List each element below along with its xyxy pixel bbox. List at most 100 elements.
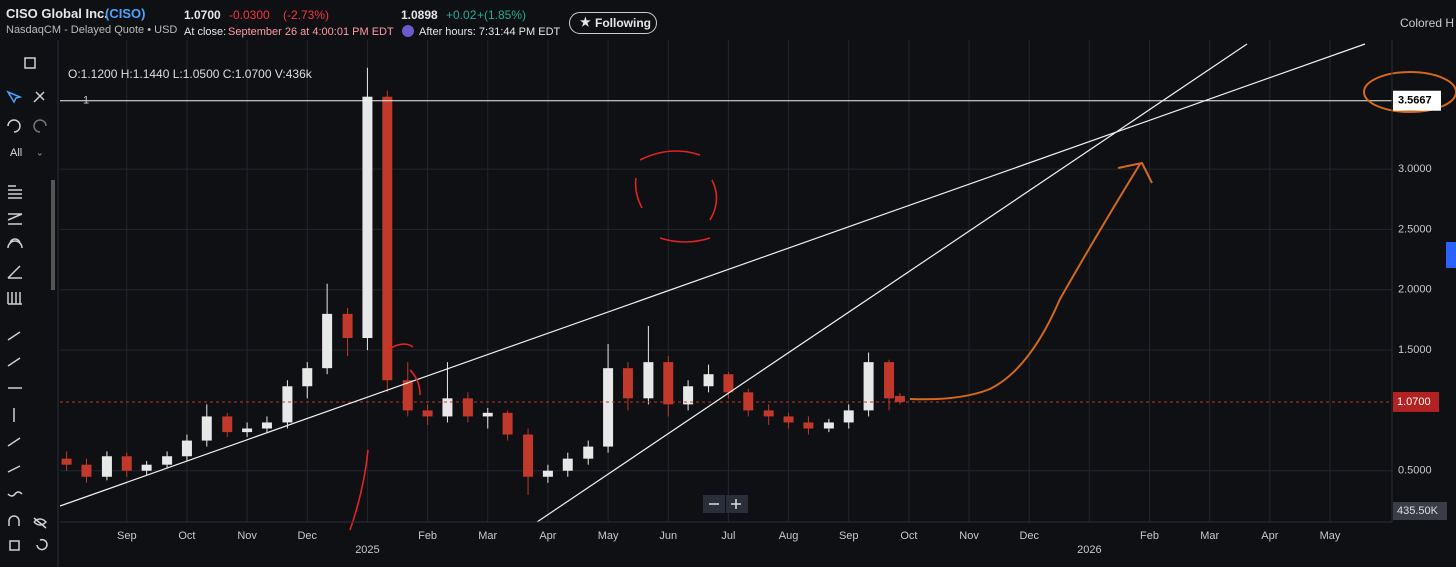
tool-icon[interactable]	[7, 357, 21, 367]
candle-body	[201, 416, 212, 441]
side-tab[interactable]	[1446, 242, 1456, 268]
tool-icon[interactable]	[24, 57, 36, 69]
candle-body	[61, 458, 72, 465]
candle-body	[322, 313, 333, 369]
tool-icon[interactable]	[36, 538, 48, 551]
candle-body	[402, 380, 413, 411]
x-tick-label: 2026	[1077, 544, 1101, 556]
drawings	[59, 43, 1456, 531]
x-tick-label: Jul	[721, 530, 735, 542]
x-tick-label: Dec	[297, 530, 317, 542]
tool-icon[interactable]	[33, 517, 48, 529]
candle-body	[783, 416, 794, 423]
candle-body	[843, 410, 854, 423]
tool-icon[interactable]	[33, 119, 47, 133]
tool-icon[interactable]	[8, 185, 22, 199]
candle-body	[523, 434, 534, 477]
hand-circle	[1363, 71, 1456, 113]
x-tick-label: Oct	[900, 530, 917, 542]
candle-body	[542, 470, 553, 477]
last-price-box	[1393, 391, 1439, 412]
y-tick-label: 1.5000	[1398, 344, 1432, 356]
volume-label: 435.50K	[1397, 505, 1439, 517]
candle-body	[81, 464, 92, 477]
candle-body	[562, 458, 573, 471]
hand-arrow	[909, 161, 1153, 401]
x-tick-label: Sep	[117, 530, 137, 542]
toolbar-scrollbar	[51, 180, 55, 290]
hand-circle	[634, 150, 718, 243]
ticker[interactable]: (CISO)	[105, 6, 146, 21]
tool-icon[interactable]	[8, 515, 20, 526]
candle-body	[663, 362, 674, 405]
x-tick-label: Apr	[539, 530, 556, 542]
candle-body	[442, 398, 453, 417]
tool-icon[interactable]	[7, 465, 21, 473]
tool-icon[interactable]	[7, 238, 23, 249]
x-tick-label: Oct	[178, 530, 195, 542]
tool-icon[interactable]	[7, 292, 22, 305]
x-tick-label: Nov	[237, 530, 257, 542]
candle-body	[141, 464, 152, 471]
ohlc-label: O:1.1200 H:1.1440 L:1.0500 C:1.0700 V:43…	[68, 67, 313, 81]
y-tick-label: 3.0000	[1398, 163, 1432, 175]
candle-body	[863, 362, 874, 411]
close-time: September 26 at 4:00:01 PM EDT	[228, 26, 394, 38]
candle-body	[362, 96, 373, 339]
toolbar-chevron[interactable]: ⌄	[36, 147, 44, 157]
trend-line[interactable]	[536, 43, 1248, 523]
candle-body	[743, 392, 754, 411]
candle-body	[242, 428, 253, 433]
candle-body	[763, 410, 774, 417]
tool-icon[interactable]	[33, 91, 45, 103]
tool-icon[interactable]	[7, 437, 21, 447]
change-pct: (-2.73%)	[283, 8, 330, 22]
tool-icon[interactable]	[7, 491, 23, 497]
chart: All ⌄ O:1.1200 H:1.1440 L:1.0500 C:1.070…	[0, 40, 1456, 567]
plot	[60, 67, 1392, 495]
tool-icon[interactable]	[7, 265, 22, 279]
x-tick-label: Dec	[1019, 530, 1039, 542]
candle-body	[622, 368, 633, 399]
x-tick-label: Jun	[659, 530, 677, 542]
company-name: CISO Global Inc.	[6, 6, 108, 21]
tool-icon[interactable]	[7, 119, 21, 133]
x-tick-label: May	[1320, 530, 1341, 542]
follow-text: Following	[595, 16, 651, 30]
candle-body	[121, 456, 132, 471]
candle-body	[422, 410, 433, 417]
ah-price: 1.0898	[401, 8, 438, 22]
candle-body	[181, 440, 192, 457]
trend-line[interactable]	[59, 43, 1366, 507]
tool-icon[interactable]	[6, 90, 23, 104]
axes: 0.5000 1.5000 2.0000 2.5000 3.0000 Sep Oct Nov D…	[60, 40, 1447, 556]
y-tick-label: 2.0000	[1398, 284, 1432, 296]
follow-button[interactable]	[569, 12, 657, 34]
volume-box	[1393, 502, 1447, 520]
candle-body	[894, 395, 905, 402]
candle-body	[342, 313, 353, 339]
toolbar-all[interactable]: All	[10, 147, 22, 159]
y-tick-label: 2.5000	[1398, 223, 1432, 235]
candle-body	[884, 362, 895, 399]
x-tick-label: May	[598, 530, 619, 542]
ah-label: After hours: 7:31:44 PM EDT	[419, 26, 561, 38]
hline-label: 3.5667	[1398, 95, 1432, 107]
candle-body	[803, 422, 814, 429]
ah-change: +0.02	[446, 8, 477, 22]
x-tick-label: Feb	[1140, 530, 1159, 542]
hline-tag: 1	[83, 95, 89, 107]
x-tick-label: Aug	[779, 530, 799, 542]
tool-icon[interactable]	[7, 331, 21, 341]
tool-icon[interactable]	[9, 540, 20, 551]
x-tick-label: Sep	[839, 530, 859, 542]
x-tick-label: Mar	[478, 530, 497, 542]
follow-star: ★	[580, 15, 591, 29]
x-tick-label: 2025	[355, 544, 379, 556]
candle-body	[502, 412, 513, 435]
tool-icon[interactable]	[7, 213, 23, 225]
candle-body	[643, 362, 654, 399]
candle-body	[302, 368, 313, 387]
zoom-icons	[709, 499, 741, 509]
